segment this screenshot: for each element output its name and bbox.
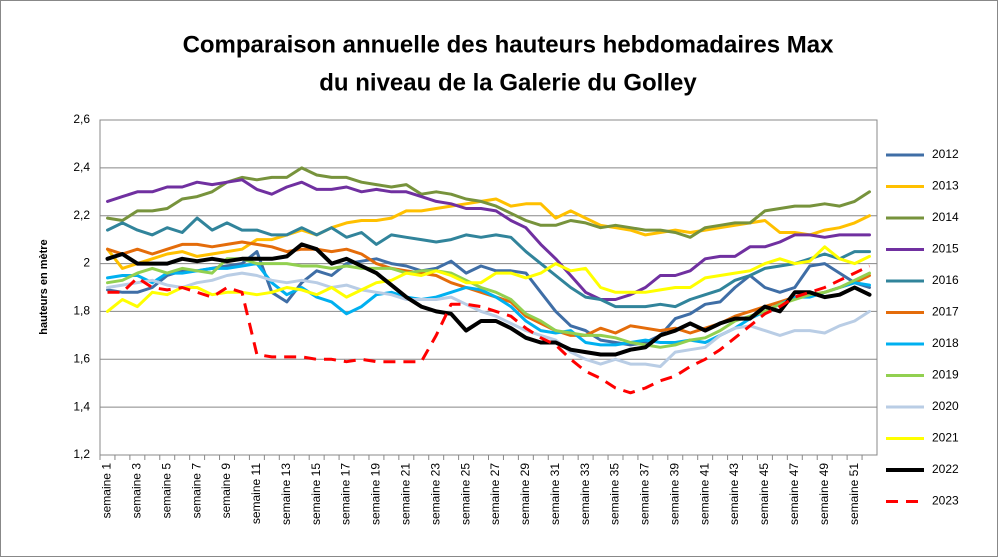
- legend-label: 2023: [932, 494, 959, 508]
- series-line: [107, 264, 871, 395]
- legend-label: 2022: [932, 462, 959, 476]
- x-tick-label: semaine 43: [727, 463, 741, 525]
- y-tick-label: 1,8: [73, 304, 90, 318]
- x-tick-label: semaine 35: [608, 463, 622, 525]
- x-tick-label: semaine 25: [458, 463, 472, 525]
- x-tick-label: semaine 49: [817, 463, 831, 525]
- x-tick-label: semaine 17: [339, 463, 353, 525]
- y-axis-title: hauteurs en mètre: [38, 239, 50, 334]
- chart-title: du niveau de la Galerie du Golley: [319, 69, 697, 96]
- legend-label: 2013: [932, 179, 959, 193]
- x-tick-label: semaine 37: [638, 463, 652, 525]
- x-tick-label: semaine 39: [667, 463, 681, 525]
- series-line: [106, 250, 871, 347]
- y-tick-label: 1,6: [73, 351, 90, 365]
- legend-label: 2021: [932, 431, 959, 445]
- legend-label: 2012: [932, 147, 959, 161]
- legend-label: 2017: [932, 305, 959, 319]
- y-tick-label: 2,2: [73, 208, 90, 222]
- x-tick-label: semaine 1: [100, 463, 114, 519]
- x-tick-label: semaine 15: [309, 463, 323, 525]
- x-tick-label: semaine 3: [130, 463, 144, 519]
- y-tick-label: 2: [83, 256, 90, 270]
- y-tick-label: 1,2: [73, 447, 90, 461]
- legend-label: 2020: [932, 399, 959, 413]
- x-tick-label: semaine 45: [757, 463, 771, 525]
- x-tick-label: semaine 31: [548, 463, 562, 525]
- x-tick-label: semaine 7: [189, 463, 203, 519]
- legend-label: 2019: [932, 368, 959, 382]
- x-tick-label: semaine 33: [578, 463, 592, 525]
- x-tick-label: semaine 47: [787, 463, 801, 525]
- legend-label: 2016: [932, 273, 959, 287]
- series-line: [106, 245, 871, 313]
- x-tick-label: semaine 13: [279, 463, 293, 525]
- series-line: [106, 216, 871, 309]
- y-tick-label: 2,6: [73, 112, 90, 126]
- x-tick-label: semaine 9: [219, 463, 233, 519]
- x-tick-label: semaine 41: [697, 463, 711, 525]
- x-tick-label: semaine 11: [249, 463, 263, 524]
- x-tick-label: semaine 29: [518, 463, 532, 525]
- x-tick-label: semaine 21: [398, 463, 412, 525]
- x-tick-label: semaine 23: [428, 463, 442, 525]
- y-tick-label: 2,4: [73, 160, 90, 174]
- y-tick-label: 1,4: [73, 399, 90, 413]
- series-line: [106, 178, 871, 301]
- series-line: [106, 271, 871, 368]
- series-line: [106, 262, 871, 347]
- legend-label: 2018: [932, 336, 959, 350]
- series-line: [105, 242, 872, 357]
- legend-label: 2014: [932, 210, 959, 224]
- legend-label: 2015: [932, 242, 959, 256]
- x-tick-label: semaine 27: [488, 463, 502, 525]
- x-tick-label: semaine 51: [847, 463, 861, 525]
- x-tick-label: semaine 19: [369, 463, 383, 525]
- chart-title: Comparaison annuelle des hauteurs hebdom…: [183, 31, 835, 58]
- x-tick-label: semaine 5: [159, 463, 173, 519]
